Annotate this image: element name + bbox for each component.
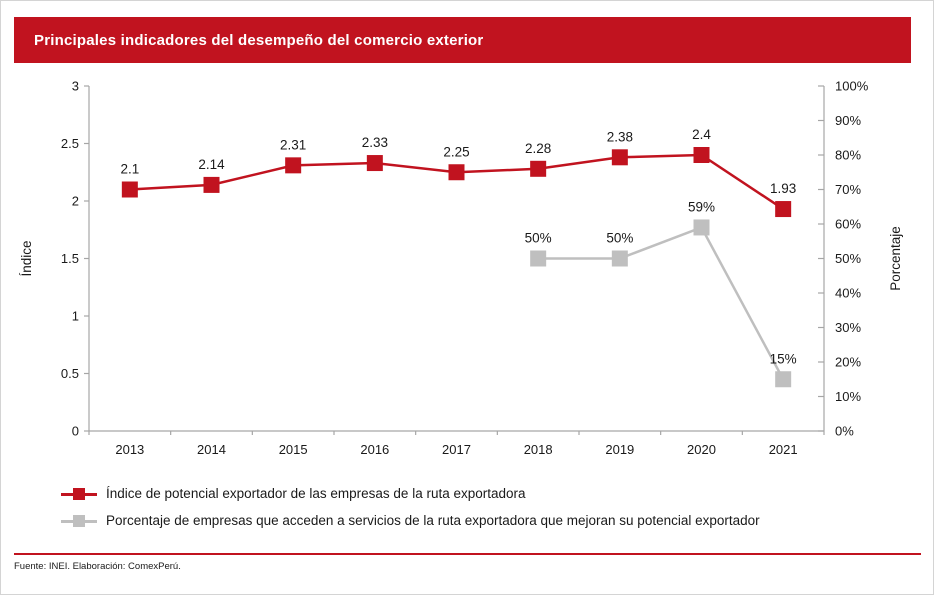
series-line-1 — [538, 225, 785, 380]
data-point-label: 2.25 — [443, 144, 469, 159]
data-point-marker — [775, 201, 792, 218]
x-axis-category-label: 2015 — [279, 442, 308, 457]
x-axis-category-label: 2018 — [524, 442, 553, 457]
right-axis-tick-label: 100% — [835, 79, 869, 94]
right-axis-tick-label: 10% — [835, 389, 861, 404]
right-axis-tick-label: 90% — [835, 113, 861, 128]
right-axis-tick-label: 40% — [835, 286, 861, 301]
data-point-marker — [530, 250, 547, 267]
right-axis-tick-label: 30% — [835, 320, 861, 335]
left-axis-tick-label: 3 — [72, 79, 79, 94]
data-point-label: 59% — [688, 199, 715, 214]
data-point-label: 2.33 — [362, 135, 388, 150]
left-axis-tick-label: 2.5 — [61, 136, 79, 151]
x-axis-category-label: 2014 — [197, 442, 226, 457]
data-point-label: 50% — [525, 231, 552, 246]
legend-item-porcentaje: Porcentaje de empresas que acceden a ser… — [61, 507, 760, 534]
data-point-marker — [530, 160, 547, 177]
data-point-marker — [285, 157, 302, 174]
data-point-label: 2.28 — [525, 141, 551, 156]
chart-legend: Índice de potencial exportador de las em… — [61, 480, 760, 534]
x-axis-category-label: 2017 — [442, 442, 471, 457]
x-axis-category-label: 2013 — [115, 442, 144, 457]
x-axis-category-label: 2021 — [769, 442, 798, 457]
chart-canvas: 00.511.522.530%10%20%30%40%50%60%70%80%9… — [19, 79, 903, 458]
legend-square-red — [73, 487, 85, 500]
legend-marker-gray-square-icon — [61, 514, 97, 527]
right-axis-tick-label: 70% — [835, 182, 861, 197]
data-point-label: 2.4 — [692, 127, 711, 142]
footer-divider — [14, 553, 921, 555]
source-note: Fuente: INEI. Elaboración: ComexPerú. — [14, 561, 181, 572]
right-axis-tick-label: 80% — [835, 148, 861, 163]
chart-title: Principales indicadores del desempeño de… — [34, 31, 484, 49]
data-point-label: 2.31 — [280, 137, 306, 152]
data-point-marker — [693, 219, 710, 236]
left-axis-tick-label: 0 — [72, 424, 79, 439]
data-point-marker — [611, 149, 628, 166]
data-point-label: 50% — [606, 231, 633, 246]
right-axis-tick-label: 20% — [835, 355, 861, 370]
data-point-marker — [366, 155, 383, 172]
x-axis-category-label: 2016 — [360, 442, 389, 457]
left-axis-tick-label: 1.5 — [61, 251, 79, 266]
data-point-marker — [448, 164, 465, 181]
right-axis-tick-label: 60% — [835, 217, 861, 232]
left-axis-title: Índice — [19, 240, 34, 276]
data-point-marker — [203, 176, 220, 193]
series-line-0 — [129, 153, 784, 211]
legend-item-indice: Índice de potencial exportador de las em… — [61, 480, 760, 507]
data-point-marker — [121, 181, 138, 198]
legend-label-indice: Índice de potencial exportador de las em… — [106, 486, 526, 501]
data-point-label: 1.93 — [770, 181, 796, 196]
right-axis-tick-label: 50% — [835, 251, 861, 266]
right-axis-title: Porcentaje — [888, 226, 903, 291]
legend-square-gray — [73, 514, 85, 527]
data-point-label: 2.14 — [198, 157, 225, 172]
data-point-marker — [775, 371, 792, 388]
left-axis-tick-label: 2 — [72, 194, 79, 209]
chart-title-banner: Principales indicadores del desempeño de… — [14, 17, 911, 63]
data-point-label: 2.38 — [607, 129, 633, 144]
x-axis-category-label: 2019 — [605, 442, 634, 457]
left-axis-tick-label: 1 — [72, 309, 79, 324]
left-axis-tick-label: 0.5 — [61, 366, 79, 381]
data-point-marker — [611, 250, 628, 267]
legend-label-porcentaje: Porcentaje de empresas que acceden a ser… — [106, 513, 760, 528]
data-point-label: 2.1 — [120, 162, 139, 177]
legend-marker-red-square-icon — [61, 487, 97, 500]
x-axis-category-label: 2020 — [687, 442, 716, 457]
data-point-marker — [693, 147, 710, 163]
right-axis-tick-label: 0% — [835, 424, 854, 439]
data-point-label: 15% — [770, 351, 797, 366]
